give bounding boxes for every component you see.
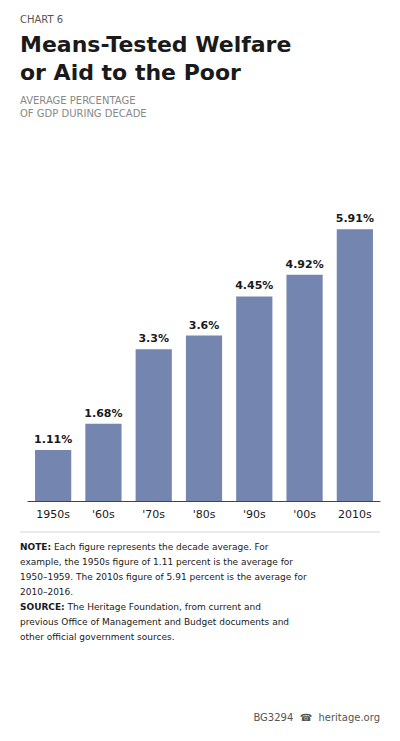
svg-text:3.3%: 3.3% (138, 332, 169, 345)
svg-text:4.92%: 4.92% (285, 258, 323, 271)
svg-text:'60s: '60s (92, 508, 115, 521)
svg-text:Each figure represents the dec: Each figure represents the decade averag… (51, 542, 269, 552)
svg-text:The Heritage Foundation, from: The Heritage Foundation, from current an… (65, 602, 261, 612)
svg-text:1.11%: 1.11% (34, 433, 72, 446)
svg-text:1.68%: 1.68% (84, 407, 122, 420)
svg-text:2010s: 2010s (338, 508, 372, 521)
svg-text:'80s: '80s (193, 508, 216, 521)
svg-text:or Aid to the Poor: or Aid to the Poor (20, 60, 241, 85)
svg-text:previous Office of Management: previous Office of Management and Budget… (20, 617, 289, 627)
svg-text:CHART 6: CHART 6 (20, 14, 63, 25)
svg-text:NOTE:: NOTE: (20, 542, 51, 552)
svg-text:SOURCE:: SOURCE: (20, 602, 65, 612)
svg-text:example, the 1950s figure of 1: example, the 1950s figure of 1.11 percen… (20, 557, 293, 567)
svg-text:'00s: '00s (293, 508, 316, 521)
svg-text:BG3294 ☎ heritage.org: BG3294 ☎ heritage.org (253, 712, 380, 723)
svg-text:2010–2016.: 2010–2016. (20, 587, 73, 597)
svg-text:other official government sour: other official government sources. (20, 632, 175, 642)
svg-text:5.91%: 5.91% (336, 212, 374, 225)
svg-text:Means-Tested Welfare: Means-Tested Welfare (20, 32, 291, 57)
svg-text:AVERAGE PERCENTAGE: AVERAGE PERCENTAGE (20, 95, 135, 106)
svg-text:'90s: '90s (243, 508, 266, 521)
svg-text:1950–1959. The 2010s figure of: 1950–1959. The 2010s figure of 5.91 perc… (20, 572, 307, 582)
svg-text:4.45%: 4.45% (235, 279, 273, 292)
svg-text:1950s: 1950s (36, 508, 70, 521)
svg-text:'70s: '70s (142, 508, 165, 521)
svg-text:OF GDP DURING DECADE: OF GDP DURING DECADE (20, 108, 147, 119)
svg-text:3.6%: 3.6% (189, 319, 220, 332)
